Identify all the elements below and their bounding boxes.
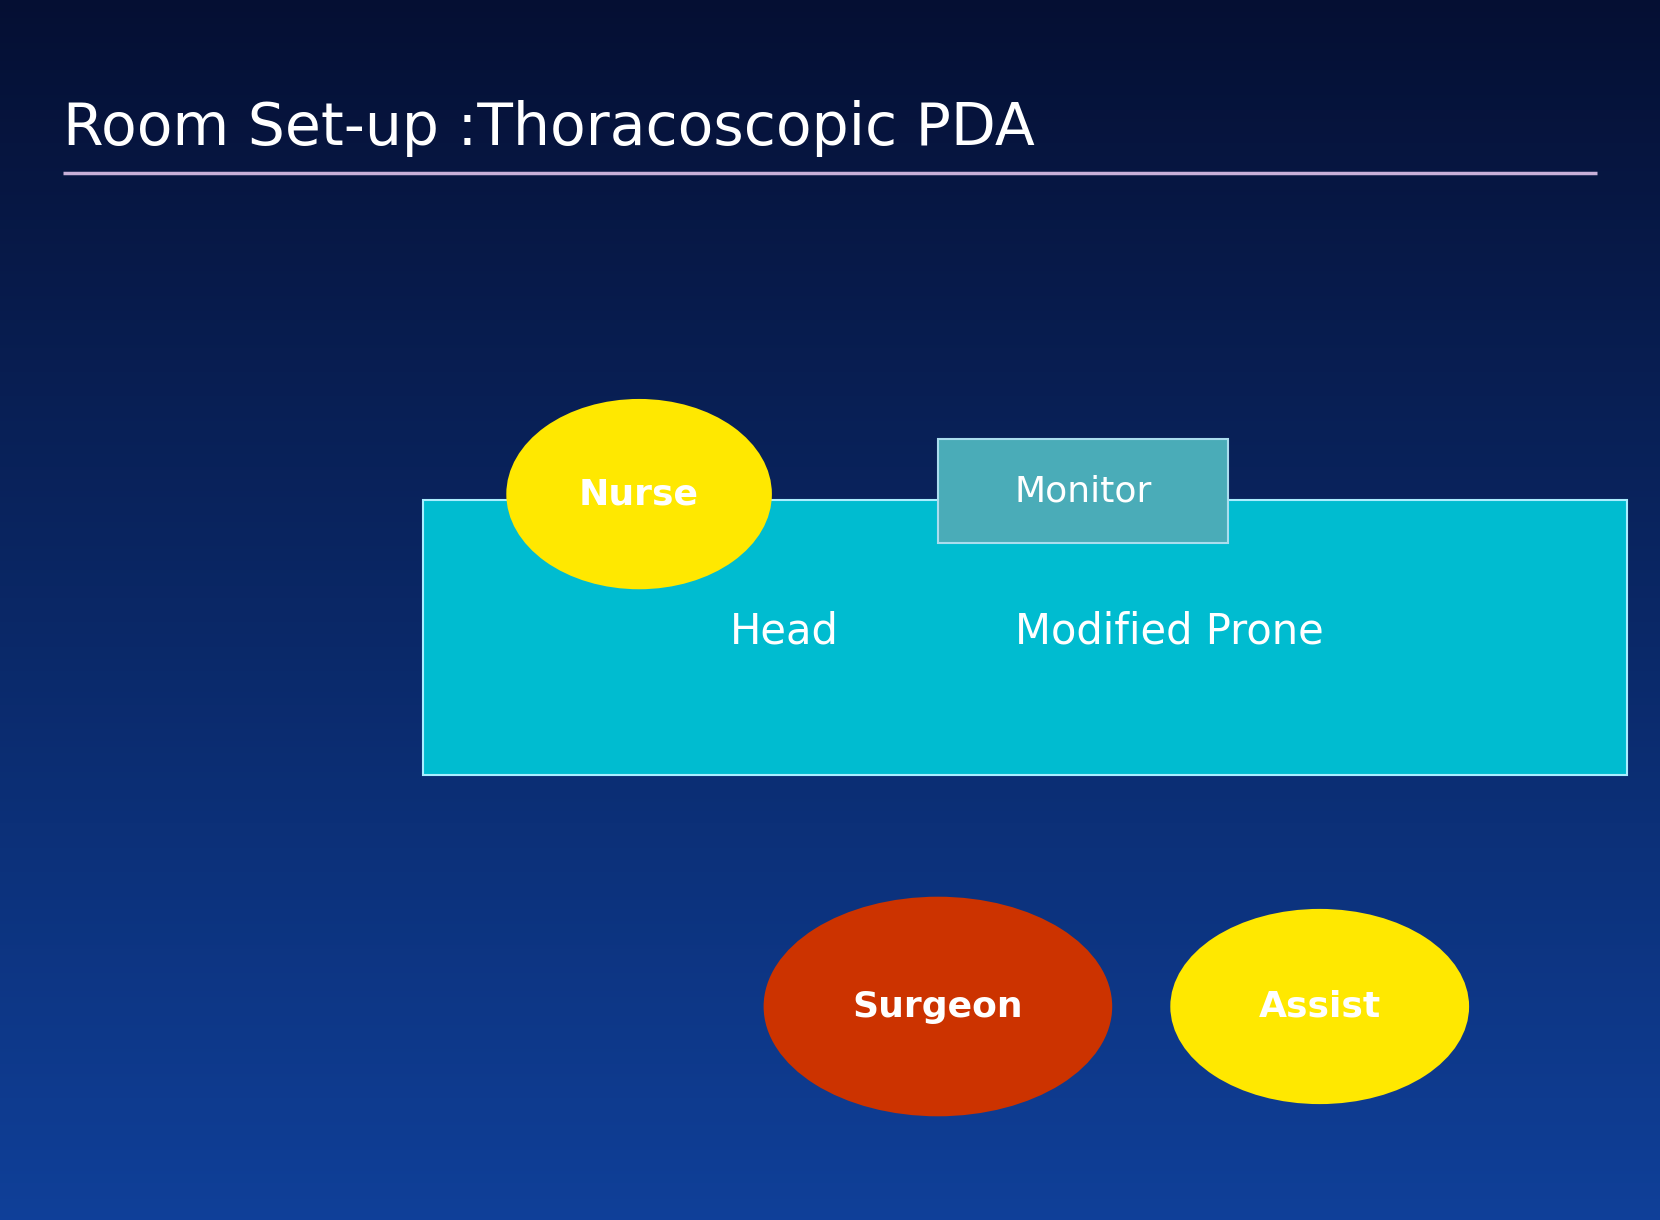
Text: Head: Head xyxy=(730,611,838,653)
Text: Nurse: Nurse xyxy=(579,477,699,511)
Text: Assist: Assist xyxy=(1258,989,1381,1024)
Text: Modified Prone: Modified Prone xyxy=(1016,611,1323,653)
Ellipse shape xyxy=(764,897,1112,1116)
FancyBboxPatch shape xyxy=(938,439,1228,543)
FancyBboxPatch shape xyxy=(423,500,1627,775)
Text: Surgeon: Surgeon xyxy=(853,989,1023,1024)
Text: Room Set-up :Thoracoscopic PDA: Room Set-up :Thoracoscopic PDA xyxy=(63,100,1034,156)
Text: Monitor: Monitor xyxy=(1014,475,1152,508)
Ellipse shape xyxy=(506,399,772,589)
Ellipse shape xyxy=(1170,909,1469,1104)
